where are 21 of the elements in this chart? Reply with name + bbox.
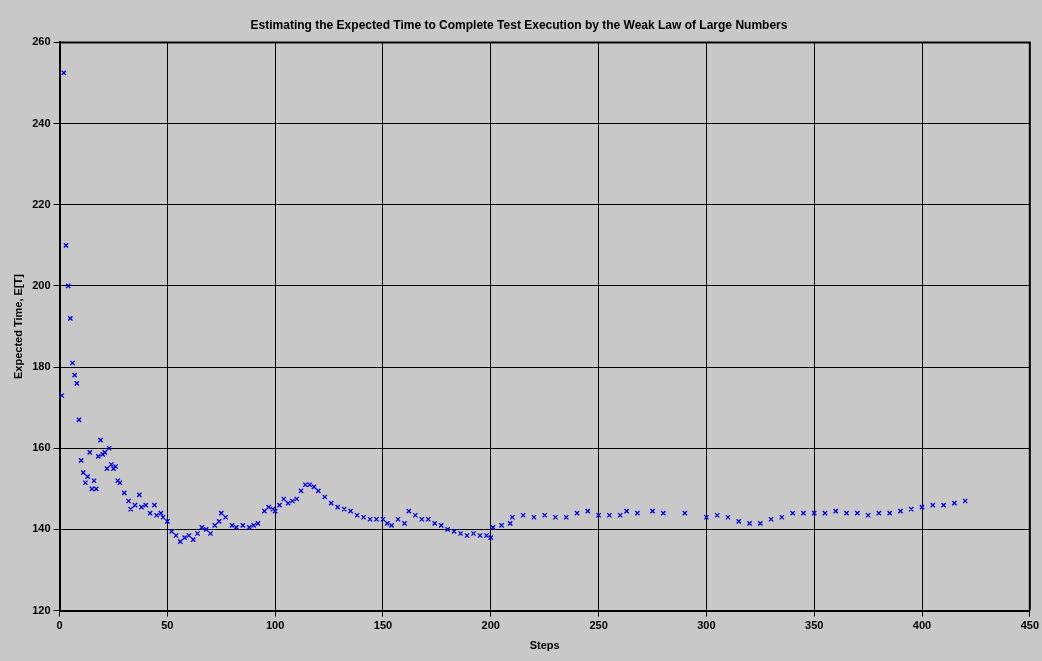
x-tick-label: 150	[373, 619, 393, 632]
y-tick-label: 160	[32, 441, 51, 454]
x-tick-label: 300	[697, 619, 716, 632]
x-tick-label: 100	[265, 619, 285, 632]
y-axis-title: Expected Time, E[T]	[11, 273, 24, 379]
x-tick-label: 200	[481, 619, 500, 632]
chart-title: Estimating the Expected Time to Complete Test Execution by the Weak Law of Large Numbers	[250, 17, 788, 32]
x-tick-label: 0	[56, 619, 63, 632]
y-tick-label: 220	[32, 197, 51, 210]
x-axis-title: Steps	[529, 639, 560, 652]
x-tick-label: 400	[912, 619, 932, 632]
y-tick-label: 180	[32, 360, 51, 373]
y-tick-label: 120	[32, 603, 51, 616]
x-tick-label: 250	[589, 619, 608, 632]
y-tick-label: 200	[32, 278, 51, 291]
x-tick-label: 50	[161, 619, 174, 632]
y-tick-label: 260	[32, 35, 51, 48]
x-tick-label: 450	[1020, 619, 1039, 632]
x-tick-label: 350	[805, 619, 824, 632]
y-tick-label: 240	[32, 116, 51, 129]
y-tick-label: 140	[32, 522, 51, 535]
